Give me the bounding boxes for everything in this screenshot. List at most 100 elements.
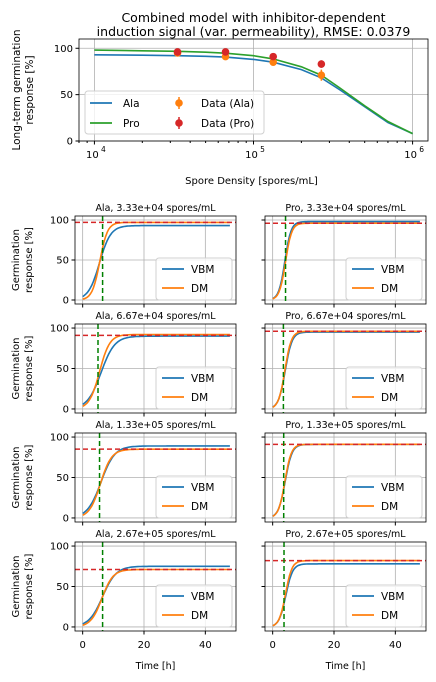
main-x-tick-base: 10 — [404, 150, 417, 161]
sub-legend: VBM DM — [155, 257, 233, 301]
sub-x-tick-label: 40 — [199, 640, 212, 651]
sub-panel: Pro, 2.67e+05 spores/mL 0 20 40 Time [h] VBM D… — [261, 529, 427, 672]
legend-item: VBM — [162, 264, 214, 276]
legend-label: DM — [381, 610, 398, 622]
sub-y-axis-label-line1: Germination — [11, 338, 22, 400]
main-x-axis-label: Spore Density [spores/mL] — [185, 176, 318, 187]
sub-y-axis-label-line1: Germination — [11, 447, 22, 509]
sub-panel-title: Ala, 2.67e+05 spores/mL — [95, 529, 216, 540]
sub-panel: Pro, 3.33e+04 spores/mL VBM DM — [261, 203, 427, 308]
legend-item: VBM — [352, 591, 404, 603]
marker — [173, 48, 182, 56]
sub-panel: Ala, 3.33e+04 spores/mL 0 50 100 Germination… — [11, 203, 237, 308]
main-data-pro-point — [221, 48, 230, 56]
legend-item: VBM — [162, 482, 214, 494]
marker — [269, 58, 278, 66]
sub-y-axis-label-line2: response [%] — [24, 227, 35, 293]
legend-label: DM — [191, 283, 208, 295]
sub-legend: VBM DM — [345, 584, 423, 628]
main-data-pro-point — [317, 60, 326, 68]
sub-x-tick-label: 40 — [389, 640, 402, 651]
legend-item: VBM — [162, 591, 214, 603]
legend-label: Data (Pro) — [201, 118, 254, 130]
legend-label: DM — [381, 501, 398, 513]
legend-item: Data (Ala) — [175, 97, 254, 110]
main-data-pro-point — [173, 48, 182, 56]
sub-y-tick-label: 50 — [56, 582, 69, 593]
legend-item: VBM — [162, 373, 214, 385]
legend-label: VBM — [191, 264, 214, 276]
marker — [317, 60, 326, 68]
sub-panel: Ala, 6.67e+04 spores/mL 0 50 100 Germination… — [11, 311, 237, 417]
sub-panel-title: Ala, 6.67e+04 spores/mL — [95, 311, 216, 322]
legend-item: DM — [162, 610, 208, 622]
main-data-ala-point — [317, 69, 326, 81]
legend-item: Pro — [90, 118, 140, 130]
main-x-tick-label: 106 — [404, 145, 424, 161]
sub-panel: Ala, 1.33e+05 spores/mL 0 50 100 Germination… — [11, 420, 237, 526]
legend-item: DM — [352, 283, 398, 295]
legend-label: VBM — [381, 373, 404, 385]
sub-legend: VBM DM — [345, 475, 423, 519]
main-chart: Combined model with inhibitor-dependenti… — [11, 10, 429, 187]
sub-legend: VBM DM — [155, 366, 233, 410]
legend-item: Data (Pro) — [175, 117, 254, 130]
main-title-line2: induction signal (var. permeability), RM… — [97, 24, 411, 39]
sub-y-tick-label: 100 — [50, 433, 69, 444]
legend-label: DM — [381, 283, 398, 295]
main-x-tick-exponent: 5 — [260, 145, 265, 154]
legend-item: VBM — [352, 373, 404, 385]
sub-panel-title: Pro, 3.33e+04 spores/mL — [285, 203, 406, 214]
sub-panel: Pro, 6.67e+04 spores/mL VBM DM — [261, 311, 427, 417]
sub-y-tick-label: 0 — [63, 404, 69, 415]
legend-marker-swatch — [175, 119, 183, 127]
legend-label: VBM — [191, 591, 214, 603]
legend-label: VBM — [381, 482, 404, 494]
sub-x-axis-label: Time [h] — [135, 661, 176, 672]
sub-panel-title: Ala, 3.33e+04 spores/mL — [95, 203, 216, 214]
legend-label: Pro — [123, 118, 140, 130]
legend-item: DM — [162, 283, 208, 295]
sub-y-tick-label: 100 — [50, 542, 69, 553]
main-x-tick-exponent: 6 — [419, 145, 424, 154]
marker — [221, 48, 230, 56]
legend-label: DM — [191, 392, 208, 404]
sub-y-tick-label: 50 — [56, 256, 69, 267]
vbm-curve — [272, 563, 420, 627]
sub-x-tick-label: 0 — [79, 640, 85, 651]
sub-legend: VBM DM — [345, 257, 423, 301]
main-legend: Ala Pro Data (Ala) Data (Pro) — [84, 90, 265, 135]
legend-item: DM — [162, 392, 208, 404]
sub-panel-title: Pro, 6.67e+04 spores/mL — [285, 311, 406, 322]
sub-x-tick-label: 20 — [138, 640, 151, 651]
sub-y-axis-label-line1: Germination — [11, 556, 22, 618]
legend-label: Data (Ala) — [201, 98, 254, 110]
legend-item: VBM — [352, 264, 404, 276]
dm-curve — [82, 333, 230, 407]
legend-label: VBM — [191, 482, 214, 494]
marker — [269, 52, 278, 61]
legend-item: DM — [162, 501, 208, 513]
sub-panel-title: Ala, 1.33e+05 spores/mL — [95, 420, 216, 431]
sub-legend: VBM DM — [345, 366, 423, 410]
legend-label: VBM — [381, 264, 404, 276]
sub-legend: VBM DM — [155, 584, 233, 628]
marker — [317, 71, 326, 79]
vbm-curve — [272, 331, 420, 408]
vbm-curve — [82, 335, 230, 406]
main-y-axis-label-line1: Long-term germination — [11, 29, 23, 150]
main-y-tick-label: 50 — [60, 90, 73, 101]
main-x-tick-label: 104 — [86, 145, 106, 161]
sub-panel: Ala, 2.67e+05 spores/mL 0 50 100 Germination… — [11, 529, 237, 672]
legend-item: VBM — [352, 482, 404, 494]
sub-y-tick-label: 50 — [56, 473, 69, 484]
main-x-tick-label: 105 — [245, 145, 265, 161]
main-y-axis-label-line2: response [%] — [24, 55, 36, 124]
legend-label: DM — [191, 610, 208, 622]
legend-label: VBM — [381, 591, 404, 603]
sub-y-axis-label-line2: response [%] — [24, 444, 35, 510]
sub-y-tick-label: 100 — [50, 324, 69, 335]
legend-frame — [84, 90, 265, 135]
sub-y-tick-label: 0 — [63, 622, 69, 633]
